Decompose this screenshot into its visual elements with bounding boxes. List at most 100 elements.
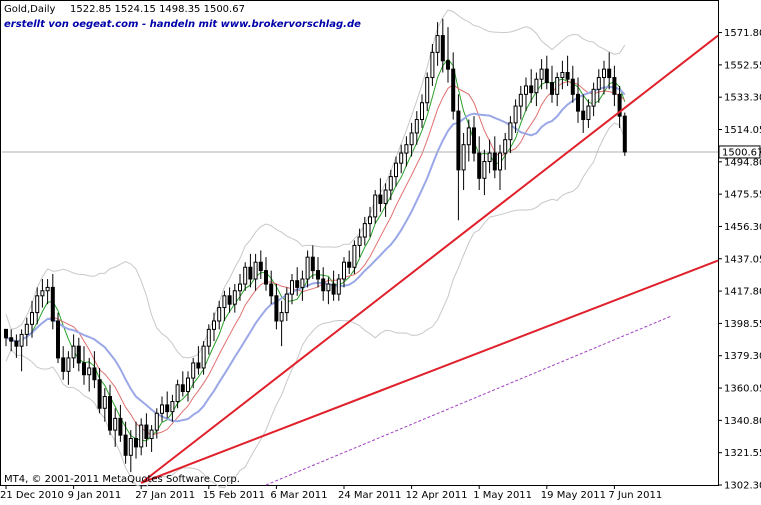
candle-body	[269, 283, 274, 297]
candle	[264, 257, 268, 291]
candle-body	[253, 261, 258, 280]
candle	[451, 52, 456, 120]
candle-body	[279, 312, 284, 322]
candle-body	[30, 312, 34, 325]
candle-body	[154, 412, 159, 431]
candle	[560, 60, 565, 90]
y-tick-label: 1340.80	[724, 416, 761, 427]
candle	[45, 279, 50, 305]
candle	[66, 351, 71, 385]
trendline	[140, 259, 719, 484]
candle	[4, 328, 8, 347]
candle-body	[295, 280, 300, 288]
candle-body	[440, 35, 445, 62]
ma-fast-line	[5, 58, 626, 442]
candle-body	[596, 77, 601, 90]
y-tick-label: 1475.55	[724, 190, 761, 201]
candle-body	[61, 357, 66, 372]
candle	[206, 324, 211, 355]
y-tick-label: 1571.80	[724, 28, 761, 39]
candle-body	[466, 127, 471, 146]
candle	[56, 312, 60, 363]
candle	[461, 132, 466, 191]
candle-body	[82, 362, 86, 376]
x-tick-label: 27 Jan 2011	[135, 490, 195, 501]
ohlc-values: 1522.85 1524.15 1498.35 1500.67	[70, 4, 245, 15]
candle-body	[113, 417, 118, 431]
candle	[160, 396, 164, 422]
candle-body	[446, 60, 450, 70]
candle	[71, 334, 76, 368]
candle-body	[586, 105, 591, 121]
candle	[446, 27, 450, 83]
candle	[87, 357, 92, 392]
candle-body	[180, 384, 185, 392]
candle-body	[87, 367, 92, 376]
candle	[607, 52, 612, 90]
candle	[186, 371, 190, 402]
x-tick-label: 7 Jun 2011	[608, 490, 662, 501]
symbol-label: Gold,Daily	[4, 4, 56, 15]
candle-body	[118, 417, 123, 436]
trendlines	[140, 34, 719, 484]
candle	[414, 111, 419, 145]
candle-body	[576, 93, 580, 112]
candle-body	[144, 424, 149, 439]
candle	[331, 270, 336, 301]
candle	[212, 312, 216, 342]
candle	[378, 178, 383, 212]
candle	[430, 43, 435, 86]
candle-body	[108, 396, 112, 431]
candle	[300, 270, 305, 301]
candle	[243, 262, 248, 291]
candle	[362, 216, 367, 246]
candle	[336, 273, 341, 301]
x-tick-label: 1 May 2011	[473, 490, 532, 501]
candle-body	[539, 68, 544, 80]
candle	[524, 77, 528, 112]
candle-body	[617, 93, 622, 117]
candle-body	[50, 286, 55, 322]
x-tick-label: 15 Feb 2011	[203, 490, 265, 501]
candle-body	[378, 194, 383, 204]
candle	[40, 279, 45, 308]
candle	[310, 245, 315, 280]
candle	[108, 384, 112, 436]
candle	[368, 206, 372, 238]
candle	[295, 267, 300, 296]
y-axis: 1571.80 1552.55 1533.30 1514.05 1494.80 1475.…	[718, 28, 761, 492]
candle	[253, 253, 258, 291]
candle	[238, 273, 242, 301]
candle-body	[529, 85, 534, 94]
candle-body	[347, 261, 352, 268]
candle	[232, 284, 237, 313]
candle-body	[461, 144, 466, 171]
candle-body	[4, 328, 8, 339]
candle	[35, 287, 40, 325]
candle	[518, 85, 523, 120]
candle	[477, 136, 482, 191]
ma-mid-line	[5, 80, 626, 436]
candle	[76, 337, 81, 372]
candle	[274, 284, 279, 330]
candle	[149, 425, 154, 452]
moving-averages	[5, 58, 672, 486]
candle-body	[175, 384, 180, 403]
y-tick-label: 1437.05	[724, 254, 761, 265]
candle-body	[35, 295, 40, 314]
candle-body	[581, 110, 586, 121]
candle-body	[310, 256, 315, 272]
candle-body	[357, 236, 362, 246]
candle	[466, 119, 471, 162]
candle	[269, 270, 274, 305]
candle-body	[331, 283, 336, 295]
candle	[388, 169, 393, 201]
y-tick-label: 1456.30	[724, 222, 761, 233]
candle-body	[139, 424, 144, 448]
candle	[154, 408, 159, 439]
candle-body	[274, 295, 279, 322]
candle-body	[612, 77, 617, 95]
candle-body	[232, 290, 237, 305]
candle-body	[550, 82, 554, 95]
